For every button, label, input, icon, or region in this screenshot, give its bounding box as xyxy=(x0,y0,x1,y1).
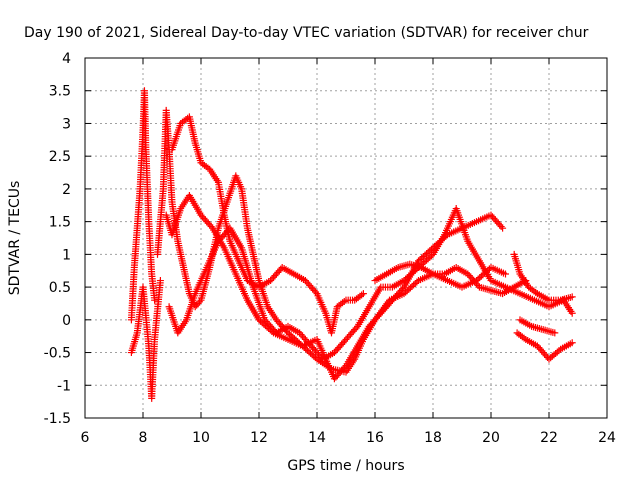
x-tick-label: 22 xyxy=(540,430,558,446)
series-track-b xyxy=(127,277,164,402)
series-track-g xyxy=(371,260,530,298)
y-tick-label: 2.5 xyxy=(49,149,71,165)
y-tick-label: -1.5 xyxy=(44,411,71,427)
ticks xyxy=(84,57,608,419)
series-track-f xyxy=(165,205,576,363)
y-tick-label: 2 xyxy=(62,182,71,198)
data-point xyxy=(413,278,421,286)
x-tick-label: 8 xyxy=(139,430,148,446)
data-point xyxy=(497,223,505,231)
y-tick-label: 4 xyxy=(62,51,71,67)
y-tick-label: 1 xyxy=(62,247,71,263)
series-track-i xyxy=(513,329,576,363)
data-point xyxy=(502,270,509,278)
y-tick-label: 1.5 xyxy=(49,215,71,231)
series-track-a xyxy=(127,87,159,324)
data-point xyxy=(156,277,164,285)
data-point xyxy=(555,347,563,355)
series-track-j xyxy=(516,316,559,337)
y-tick-label: -1 xyxy=(57,378,71,394)
plot-frame xyxy=(84,57,608,419)
series-track-h xyxy=(510,250,576,304)
y-tick-label: 0.5 xyxy=(49,280,71,296)
series-track-d xyxy=(168,113,367,337)
y-tick-label: 3 xyxy=(62,116,71,132)
x-tick-label: 16 xyxy=(366,430,384,446)
y-tick-label: 0 xyxy=(62,313,71,329)
data-point xyxy=(568,339,576,347)
data-point xyxy=(568,309,576,317)
y-tick-label: -0.5 xyxy=(44,346,71,362)
data-point xyxy=(312,288,320,296)
data-point xyxy=(207,223,215,231)
x-tick-labels: 6 8 10 12 14 16 18 20 22 24 xyxy=(81,430,616,446)
data-points xyxy=(127,87,576,402)
x-axis-title: GPS time / hours xyxy=(287,458,404,474)
x-tick-label: 12 xyxy=(250,430,268,446)
data-point xyxy=(399,285,407,293)
x-tick-label: 24 xyxy=(598,430,616,446)
y-axis-title: SDTVAR / TECUs xyxy=(7,181,23,296)
data-point xyxy=(551,329,559,337)
data-point xyxy=(499,224,507,232)
x-tick-label: 10 xyxy=(192,430,210,446)
data-point xyxy=(341,363,349,371)
y-tick-label: 3.5 xyxy=(49,84,71,100)
x-tick-label: 14 xyxy=(308,430,326,446)
data-point xyxy=(196,298,204,306)
data-point xyxy=(568,293,576,301)
data-point xyxy=(151,296,159,304)
chart-title: Day 190 of 2021, Sidereal Day-to-day VTE… xyxy=(24,25,589,41)
data-point xyxy=(359,290,367,298)
y-tick-labels: -1.5 -1 -0.5 0 0.5 1 1.5 2 2.5 3 3.5 4 xyxy=(44,51,71,427)
x-tick-label: 18 xyxy=(424,430,442,446)
x-tick-label: 6 xyxy=(81,430,90,446)
x-tick-label: 20 xyxy=(482,430,500,446)
data-point xyxy=(352,324,360,332)
